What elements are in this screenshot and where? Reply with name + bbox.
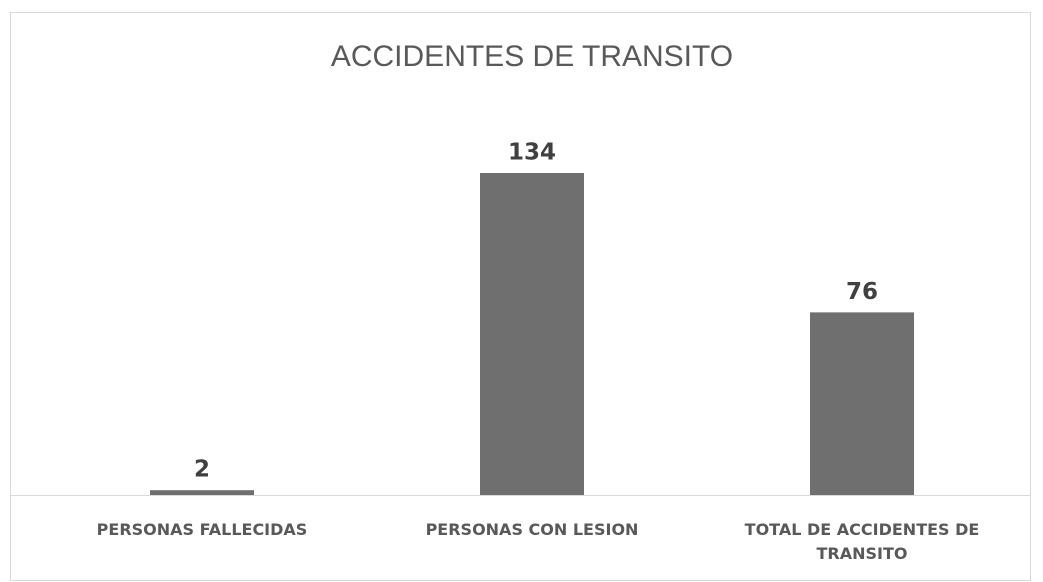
x-tick-label: PERSONAS CON LESION (425, 520, 639, 539)
bar (810, 312, 914, 495)
bar (150, 490, 254, 495)
x-tick-label: TOTAL DE ACCIDENTES DE TRANSITO (744, 520, 980, 563)
x-tick-label: PERSONAS FALLECIDAS (96, 520, 308, 539)
data-label: 134 (508, 140, 556, 166)
chart-title: ACCIDENTES DE TRANSITO (331, 40, 733, 73)
data-label: 2 (194, 457, 210, 483)
data-label: 76 (846, 279, 878, 305)
bar (480, 173, 584, 495)
